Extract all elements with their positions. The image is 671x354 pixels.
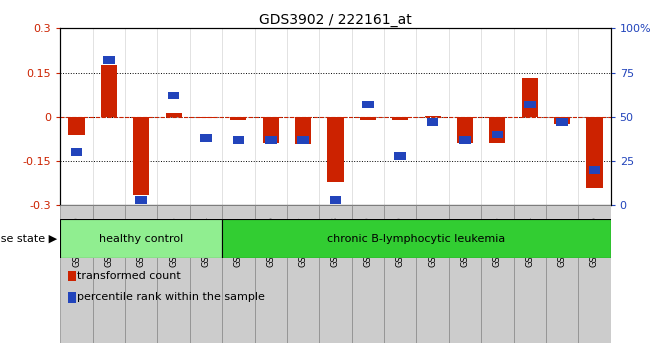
Bar <box>297 136 309 144</box>
Bar <box>360 117 376 120</box>
Bar <box>327 117 344 182</box>
Bar <box>427 118 438 126</box>
Bar <box>489 117 505 143</box>
Text: transformed count: transformed count <box>70 271 181 281</box>
Bar <box>295 117 311 144</box>
Bar <box>254 205 287 343</box>
Text: GSM658014: GSM658014 <box>201 216 211 267</box>
Bar <box>60 219 222 258</box>
Bar <box>513 205 546 343</box>
Bar <box>262 117 279 143</box>
Bar <box>230 117 246 120</box>
Bar <box>395 152 406 160</box>
Bar <box>554 117 570 124</box>
Bar <box>198 117 214 118</box>
Text: GSM658013: GSM658013 <box>169 216 178 267</box>
Text: GSM658011: GSM658011 <box>105 216 113 267</box>
Bar <box>556 118 568 126</box>
Bar <box>362 101 374 108</box>
Text: GSM658012: GSM658012 <box>137 216 146 267</box>
Bar <box>319 205 352 343</box>
Bar <box>586 117 603 188</box>
Bar <box>449 205 481 343</box>
Text: GSM658024: GSM658024 <box>525 216 534 267</box>
Bar <box>457 117 473 143</box>
Text: GSM658026: GSM658026 <box>590 216 599 267</box>
Bar <box>93 205 125 343</box>
Text: GSM658015: GSM658015 <box>234 216 243 267</box>
Text: GSM658019: GSM658019 <box>364 216 372 267</box>
Text: chronic B-lymphocytic leukemia: chronic B-lymphocytic leukemia <box>327 234 505 244</box>
Bar <box>546 205 578 343</box>
Bar <box>481 205 513 343</box>
Bar <box>425 116 441 117</box>
Bar <box>134 117 150 195</box>
Text: GSM658021: GSM658021 <box>428 216 437 267</box>
Bar <box>588 166 601 174</box>
Bar <box>68 117 85 135</box>
Bar <box>101 65 117 117</box>
Text: healthy control: healthy control <box>99 234 183 244</box>
Bar <box>200 134 212 142</box>
Bar <box>190 205 222 343</box>
Bar <box>521 79 537 117</box>
Text: GSM658017: GSM658017 <box>299 216 307 267</box>
Bar <box>166 113 182 117</box>
Bar <box>287 205 319 343</box>
Bar <box>158 205 190 343</box>
Text: GSM658025: GSM658025 <box>558 216 566 267</box>
Bar <box>491 131 503 138</box>
Bar <box>352 205 384 343</box>
Bar <box>233 136 244 144</box>
Text: GSM658020: GSM658020 <box>396 216 405 267</box>
Bar <box>392 117 409 120</box>
Bar <box>265 136 276 144</box>
Bar <box>168 92 180 99</box>
Bar <box>125 205 158 343</box>
Bar <box>329 196 342 204</box>
Bar <box>222 205 254 343</box>
Bar <box>417 205 449 343</box>
Text: GSM658023: GSM658023 <box>493 216 502 267</box>
Bar <box>103 56 115 64</box>
Text: GSM658016: GSM658016 <box>266 216 275 267</box>
Text: percentile rank within the sample: percentile rank within the sample <box>70 292 265 302</box>
Text: GSM658010: GSM658010 <box>72 216 81 267</box>
Text: GSM658022: GSM658022 <box>460 216 470 267</box>
Bar <box>459 136 471 144</box>
Text: GSM658018: GSM658018 <box>331 216 340 267</box>
Bar <box>524 101 535 108</box>
Bar <box>70 148 83 156</box>
Bar <box>60 205 93 343</box>
Bar <box>136 196 147 204</box>
Text: disease state ▶: disease state ▶ <box>0 234 57 244</box>
Bar <box>222 219 611 258</box>
Bar <box>384 205 417 343</box>
Title: GDS3902 / 222161_at: GDS3902 / 222161_at <box>259 13 412 27</box>
Bar <box>578 205 611 343</box>
